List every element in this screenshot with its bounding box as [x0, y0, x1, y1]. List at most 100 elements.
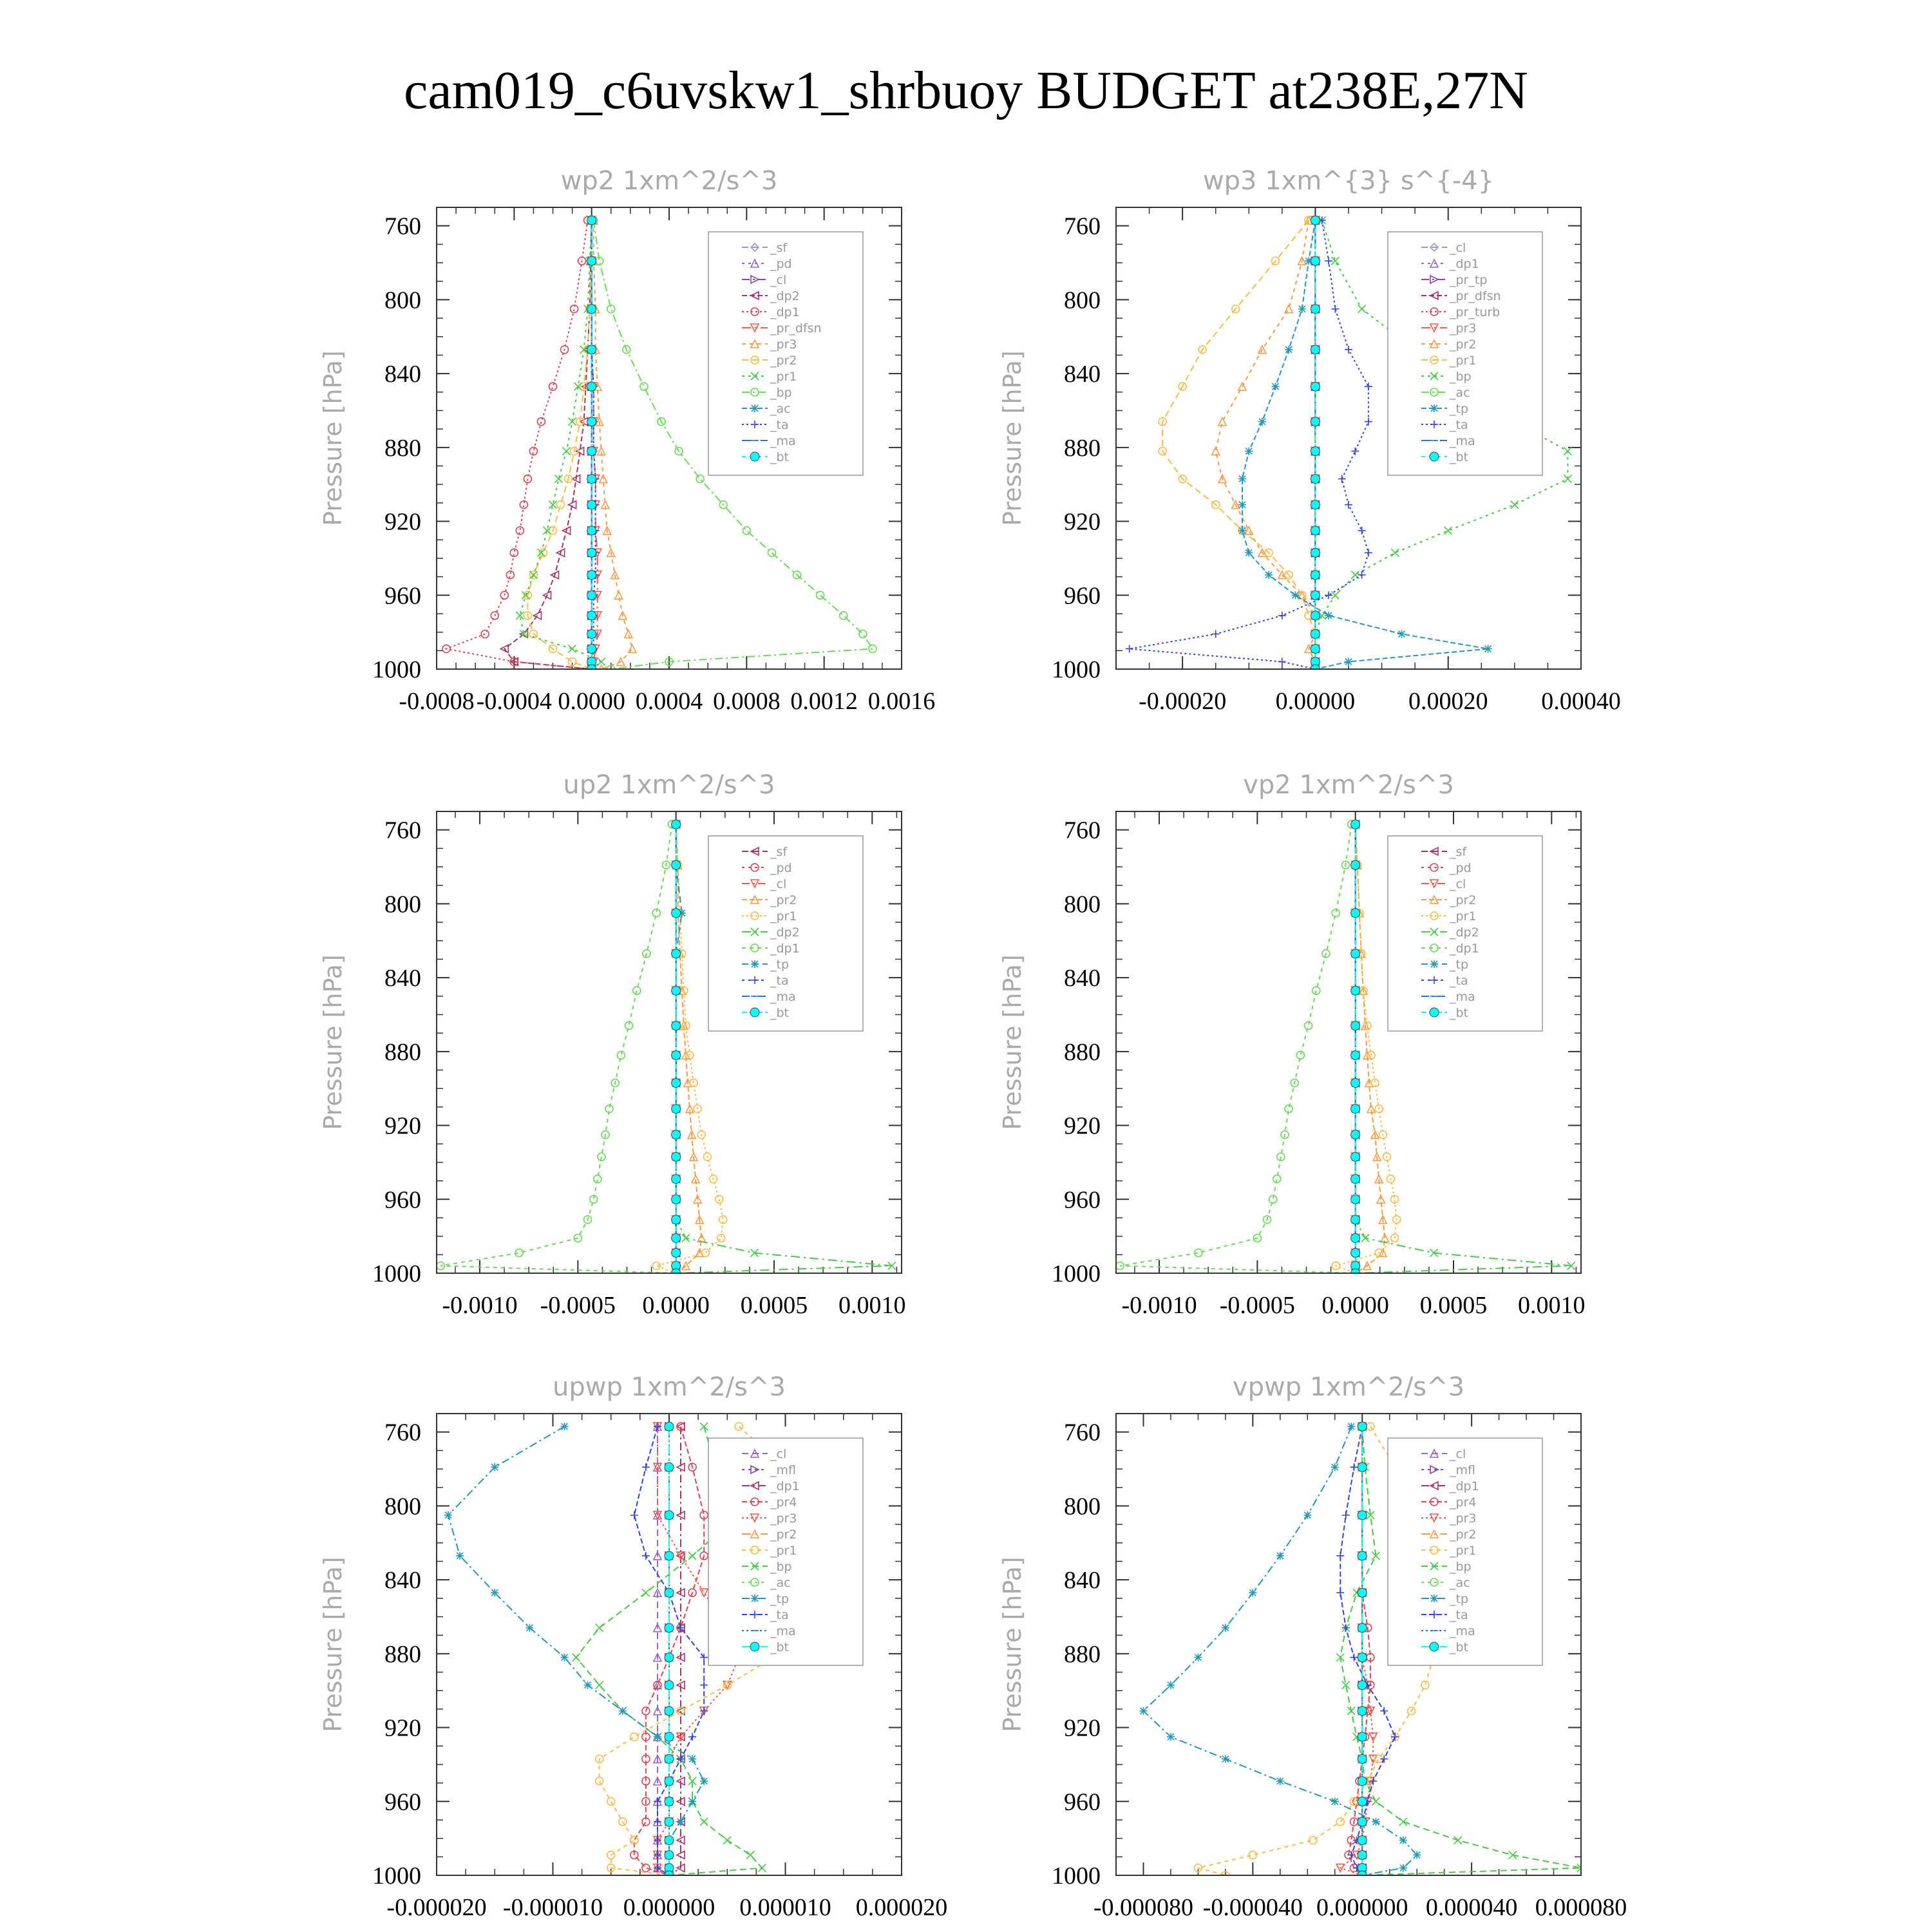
- plot-frame: [436, 811, 902, 1274]
- data-point: [1298, 305, 1306, 313]
- data-point: [573, 1233, 583, 1243]
- data-point: [815, 591, 825, 600]
- data-point: [718, 1215, 728, 1224]
- data-point: [1347, 1423, 1356, 1431]
- data-point: [652, 1551, 663, 1560]
- legend-entry: _tp: [742, 958, 789, 972]
- data-point: [1310, 215, 1320, 225]
- data-point: [571, 474, 581, 484]
- data-point: [587, 629, 597, 639]
- legend-entry: _pr1: [742, 909, 797, 923]
- data-point: [692, 1194, 703, 1204]
- data-point: [567, 657, 577, 667]
- data-point: [1231, 304, 1240, 314]
- legend-swatch-marker: [1429, 895, 1439, 904]
- series-bt: [1350, 819, 1361, 1273]
- legend-label: _dp1: [770, 942, 800, 956]
- data-point: [1391, 1732, 1399, 1741]
- data-point: [548, 500, 558, 509]
- legend-entry: _ta: [1421, 418, 1468, 432]
- legend-swatch-marker: [1429, 258, 1439, 268]
- series-line: [1119, 824, 1356, 1273]
- data-point: [688, 1777, 697, 1786]
- data-point: [554, 475, 564, 484]
- data-point: [1357, 1623, 1367, 1633]
- data-point: [1244, 526, 1254, 535]
- data-point: [719, 500, 728, 509]
- legend-entry: _pd: [742, 257, 792, 271]
- data-point: [723, 1680, 732, 1690]
- legend-entry: _pr3: [742, 1511, 797, 1526]
- data-point: [1357, 1732, 1367, 1742]
- data-point: [1211, 500, 1220, 509]
- legend-entry: _dp2: [742, 925, 800, 940]
- data-point: [589, 1195, 598, 1204]
- data-point: [587, 215, 597, 225]
- x-tick-label: 0.0012: [790, 688, 858, 715]
- data-point: [1248, 1850, 1258, 1860]
- data-point: [1357, 1754, 1367, 1764]
- legend-label: _mfl: [770, 1463, 796, 1477]
- data-point: [688, 1732, 697, 1741]
- data-point: [1276, 1551, 1284, 1560]
- x-tick-label: 0.00000: [1276, 688, 1356, 715]
- data-point: [1178, 382, 1187, 391]
- data-point: [536, 417, 546, 426]
- x-tick-label: 0.0010: [1518, 1292, 1586, 1319]
- data-point: [595, 1681, 604, 1690]
- data-point: [1374, 1173, 1384, 1184]
- data-point: [630, 1835, 639, 1845]
- data-point: [664, 1732, 674, 1742]
- data-point: [1284, 1104, 1293, 1113]
- y-tick-label: 920: [1064, 509, 1101, 536]
- data-point: [500, 591, 509, 600]
- legend-label: _ac: [1449, 1576, 1470, 1590]
- data-point: [1262, 1215, 1272, 1224]
- panel-title: wp2 1xm^2/s^3: [561, 166, 778, 196]
- data-point: [1361, 1233, 1370, 1243]
- legend-swatch-marker: [750, 1562, 759, 1571]
- legend-entry: _bt: [1421, 1640, 1468, 1654]
- data-point: [1399, 1864, 1407, 1872]
- y-tick-label: 920: [384, 509, 421, 536]
- legend-swatch-marker: [750, 242, 760, 252]
- y-tick-label: 960: [1064, 1788, 1101, 1815]
- data-point: [688, 1463, 697, 1472]
- legend-label: _mfl: [1449, 1463, 1475, 1477]
- legend-swatch-marker: [751, 421, 759, 428]
- legend-swatch-marker: [751, 960, 759, 968]
- data-point: [1198, 345, 1207, 354]
- data-point: [593, 1174, 602, 1184]
- data-point: [515, 611, 524, 620]
- data-point: [601, 1130, 610, 1139]
- data-point: [1357, 1850, 1367, 1860]
- data-point: [1350, 1653, 1358, 1662]
- x-tick-label: 0.0005: [1420, 1292, 1488, 1319]
- legend-entry: _ma: [742, 990, 796, 1004]
- data-point: [515, 526, 525, 535]
- data-point: [676, 1510, 685, 1520]
- data-point: [1390, 1195, 1399, 1204]
- legend-label: _pr1: [770, 1544, 797, 1558]
- data-point: [685, 1050, 694, 1060]
- data-point: [653, 1864, 661, 1872]
- legend-entry: _ta: [742, 1608, 789, 1622]
- legend-label: _pr_dfsn: [1449, 289, 1501, 303]
- data-point: [1347, 1851, 1356, 1859]
- x-tick-label: 0.0004: [636, 688, 703, 715]
- data-point: [671, 1215, 681, 1225]
- data-point: [1350, 1130, 1361, 1140]
- legend-label: _pd: [770, 257, 792, 271]
- data-point: [676, 1835, 685, 1845]
- legend-label: _dp1: [770, 1479, 800, 1493]
- data-point: [1484, 645, 1492, 653]
- data-point: [1341, 860, 1350, 869]
- series-line: [1162, 220, 1316, 669]
- data-point: [653, 1817, 661, 1826]
- legend-label: _bt: [770, 1006, 789, 1020]
- panel-title: wp3 1xm^{3} s^{-4}: [1203, 166, 1494, 196]
- legend-entry: _pr_dfsn: [742, 321, 822, 336]
- data-point: [1238, 526, 1246, 535]
- data-point: [700, 1777, 708, 1785]
- data-point: [1280, 1130, 1289, 1139]
